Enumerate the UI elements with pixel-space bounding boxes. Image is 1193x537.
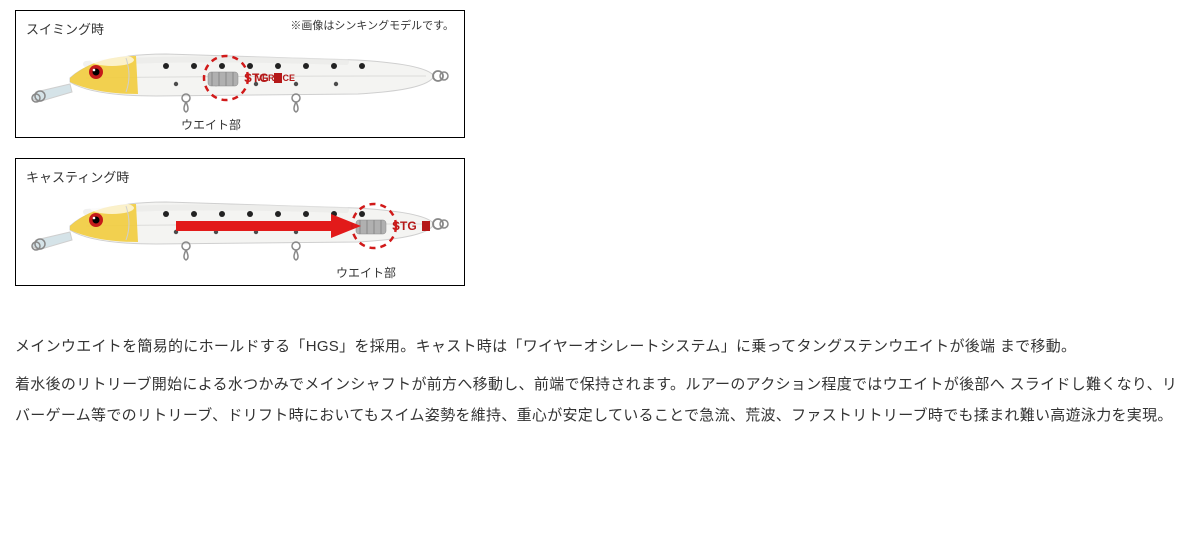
figure-swimming: スイミング時 ※画像はシンキングモデルです。 VERTICESTG ウエイト部 [15,10,465,138]
paragraph-2: 着水後のリトリーブ開始による水つかみでメインシャフトが前方へ移動し、前端で保持さ… [15,369,1178,432]
description-text: メインウエイトを簡易的にホールドする「HGS」を採用。キャスト時は「ワイヤーオシ… [15,331,1178,432]
figure-note: ※画像はシンキングモデルです。 [290,17,454,33]
lure-illustration-swimming: VERTICESTG [26,42,454,114]
weight-label: ウエイト部 [26,264,454,281]
paragraph-1: メインウエイトを簡易的にホールドする「HGS」を採用。キャスト時は「ワイヤーオシ… [15,331,1178,363]
lure-illustration-casting: STG [26,190,454,262]
figure-title: キャスティング時 [26,167,454,186]
figure-casting: キャスティング時 STG ウエイト部 [15,158,465,286]
weight-label: ウエイト部 [26,116,454,133]
